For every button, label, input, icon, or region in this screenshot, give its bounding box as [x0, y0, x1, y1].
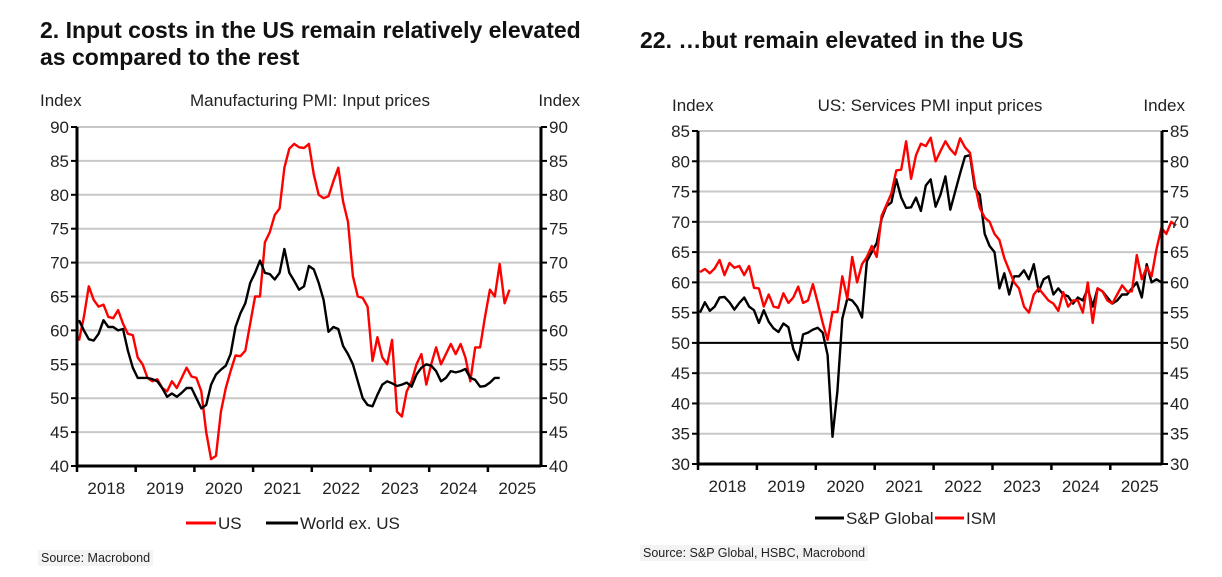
chart-1-title: Manufacturing PMI: Input prices	[190, 91, 430, 110]
y-tick-label-right: 30	[1170, 455, 1189, 474]
x-tick-label: 2024	[440, 479, 478, 498]
y-tick-label-right: 45	[549, 423, 568, 442]
x-tick-label: 2018	[87, 479, 125, 498]
y-tick-label-left: 55	[671, 304, 690, 323]
panel-1-title: 2. Input costs in the US remain relative…	[40, 17, 581, 70]
y-tick-label-right: 85	[549, 152, 568, 171]
legend-label-us: US	[218, 514, 242, 533]
y-tick-label-right: 65	[1170, 243, 1189, 262]
y-tick-label-left: 85	[50, 152, 69, 171]
y-tick-label-right: 55	[1170, 304, 1189, 323]
y-tick-label-right: 60	[549, 321, 568, 340]
y-tick-label-right: 40	[1170, 394, 1189, 413]
x-tick-label: 2020	[205, 479, 243, 498]
y-tick-label-left: 60	[671, 273, 690, 292]
x-tick-label: 2019	[767, 477, 805, 496]
x-tick-label: 2021	[264, 479, 302, 498]
series-line-world-ex-us	[77, 247, 500, 410]
chart-1-right-ylabel: Index	[538, 91, 580, 110]
y-tick-label-left: 40	[671, 394, 690, 413]
x-tick-label: 2018	[709, 477, 747, 496]
y-tick-label-right: 85	[1170, 122, 1189, 141]
y-tick-label-left: 70	[671, 213, 690, 232]
y-tick-label-right: 55	[549, 355, 568, 374]
y-tick-label-left: 80	[671, 152, 690, 171]
chart-2-title: US: Services PMI input prices	[818, 96, 1043, 115]
x-tick-label: 2025	[1121, 477, 1159, 496]
y-tick-label-left: 70	[50, 254, 69, 273]
y-tick-label-right: 80	[549, 186, 568, 205]
y-tick-label-left: 45	[50, 423, 69, 442]
y-tick-label-left: 65	[50, 288, 69, 307]
y-tick-label-right: 40	[549, 457, 568, 476]
y-tick-label-left: 60	[50, 321, 69, 340]
y-tick-label-left: 90	[50, 118, 69, 137]
y-tick-label-left: 75	[671, 183, 690, 202]
series-line-us	[77, 142, 511, 461]
legend-label-ism: ISM	[966, 509, 996, 528]
chart-1-left-ylabel: Index	[40, 91, 82, 110]
y-tick-label-left: 30	[671, 455, 690, 474]
y-tick-label-left: 55	[50, 355, 69, 374]
y-tick-label-left: 50	[671, 334, 690, 353]
y-tick-label-right: 80	[1170, 152, 1189, 171]
y-tick-label-right: 75	[1170, 183, 1189, 202]
legend-label-world: World ex. US	[300, 514, 400, 533]
y-tick-label-left: 40	[50, 457, 69, 476]
y-tick-label-left: 50	[50, 389, 69, 408]
y-tick-label-right: 35	[1170, 425, 1189, 444]
y-tick-label-right: 65	[549, 288, 568, 307]
x-tick-label: 2024	[1062, 477, 1100, 496]
panel-1-source: Source: Macrobond	[38, 550, 154, 566]
x-tick-label: 2022	[322, 479, 360, 498]
x-tick-label: 2019	[146, 479, 184, 498]
y-tick-label-right: 60	[1170, 273, 1189, 292]
y-tick-label-left: 85	[671, 122, 690, 141]
y-tick-label-left: 35	[671, 425, 690, 444]
y-tick-label-right: 50	[549, 389, 568, 408]
series-line-ism	[699, 136, 1177, 342]
x-tick-label: 2020	[826, 477, 864, 496]
x-tick-label: 2021	[885, 477, 923, 496]
x-tick-label: 2023	[381, 479, 419, 498]
y-tick-label-right: 70	[549, 254, 568, 273]
y-tick-label-right: 90	[549, 118, 568, 137]
chart-2-right-ylabel: Index	[1143, 96, 1185, 115]
y-tick-label-left: 80	[50, 186, 69, 205]
panel-2-source: Source: S&P Global, HSBC, Macrobond	[640, 545, 869, 561]
y-tick-label-right: 70	[1170, 213, 1189, 232]
chart-2-left-ylabel: Index	[672, 96, 714, 115]
x-tick-label: 2022	[944, 477, 982, 496]
y-tick-label-left: 75	[50, 220, 69, 239]
y-tick-label-left: 45	[671, 364, 690, 383]
y-tick-label-right: 75	[549, 220, 568, 239]
x-tick-label: 2025	[498, 479, 536, 498]
x-tick-label: 2023	[1003, 477, 1041, 496]
y-tick-label-left: 65	[671, 243, 690, 262]
legend-label-sp-global: S&P Global	[846, 509, 934, 528]
y-tick-label-right: 45	[1170, 364, 1189, 383]
panel-2-title: 22. …but remain elevated in the US	[640, 27, 1024, 53]
y-tick-label-right: 50	[1170, 334, 1189, 353]
